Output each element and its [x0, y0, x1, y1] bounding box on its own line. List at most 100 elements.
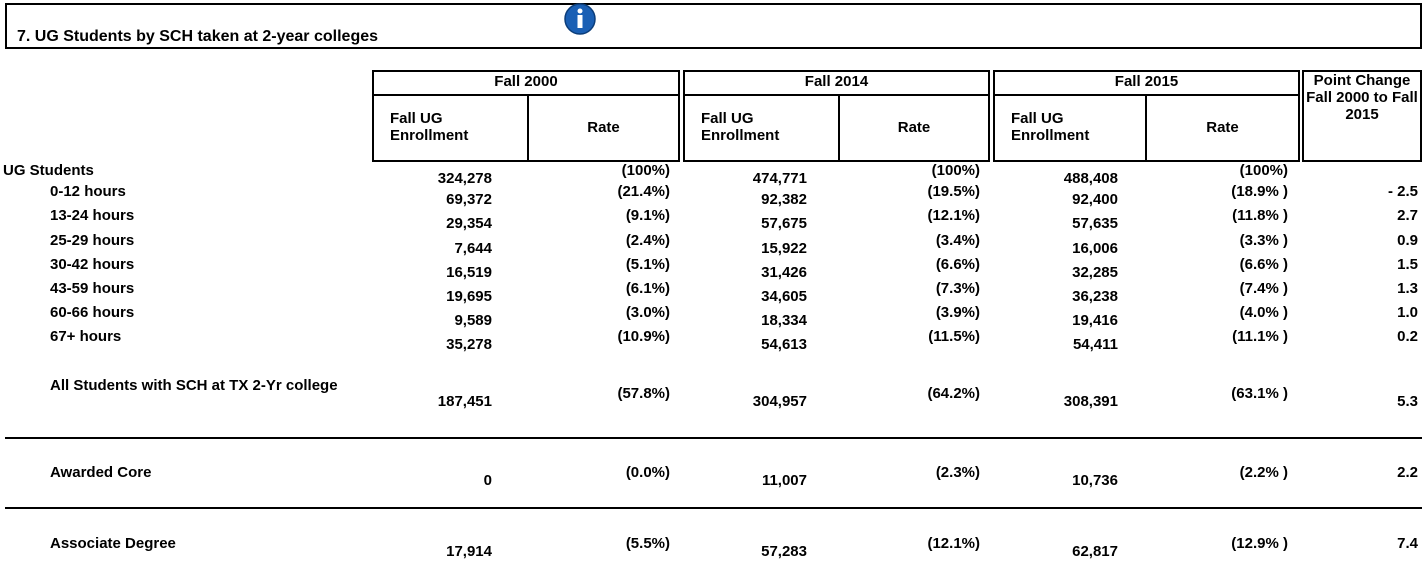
cell-value: 19,695 — [446, 288, 492, 305]
cell-value: (100%) — [1239, 162, 1288, 179]
cell-value: (11.5%) — [928, 328, 980, 345]
cell-value: (3.3% ) — [1239, 232, 1288, 249]
cell-value: (4.0% ) — [1239, 304, 1288, 321]
cell-value: (6.6% ) — [1239, 256, 1288, 273]
cell-value: (9.1%) — [625, 207, 670, 224]
cell-value: 29,354 — [446, 215, 492, 232]
sub-divider — [527, 94, 529, 162]
group-header: Fall 2015 — [1114, 73, 1179, 90]
row-label: Awarded Core — [50, 464, 152, 481]
subheader: Rate — [897, 119, 931, 136]
cell-value: 2.7 — [1397, 207, 1418, 224]
cell-value: 92,382 — [761, 191, 807, 208]
cell-value: 34,605 — [761, 288, 807, 305]
change-box — [1302, 70, 1422, 162]
cell-value: 474,771 — [752, 170, 807, 187]
cell-value: 1.3 — [1397, 280, 1418, 297]
cell-value: (5.5%) — [625, 535, 670, 552]
cell-value: (19.5%) — [927, 183, 980, 200]
cell-value: 18,334 — [761, 312, 807, 329]
cell-value: (6.6%) — [935, 256, 980, 273]
row-label: All Students with SCH at TX 2-Yr college — [50, 377, 338, 394]
cell-value: 488,408 — [1063, 170, 1118, 187]
cell-value: (5.1%) — [625, 256, 670, 273]
cell-value: 54,411 — [1072, 336, 1118, 353]
cell-value: 7,644 — [454, 240, 492, 257]
cell-value: 16,519 — [446, 264, 492, 281]
cell-value: 15,922 — [761, 240, 807, 257]
subheader: Fall UG Enrollment — [701, 110, 780, 144]
group-box — [372, 70, 680, 162]
cell-value: 1.5 — [1397, 256, 1418, 273]
cell-value: (21.4%) — [617, 183, 670, 200]
cell-value: 10,736 — [1072, 472, 1118, 489]
group-box — [683, 70, 990, 162]
row-label: 0-12 hours — [50, 183, 126, 200]
cell-value: 31,426 — [761, 264, 807, 281]
cell-value: 62,817 — [1072, 543, 1118, 560]
cell-value: 7.4 — [1397, 535, 1418, 552]
cell-value: 9,589 — [454, 312, 492, 329]
sub-divider — [838, 94, 840, 162]
cell-value: 92,400 — [1072, 191, 1118, 208]
cell-value: 308,391 — [1063, 393, 1118, 410]
cell-value: (100%) — [931, 162, 980, 179]
group-divider — [372, 94, 680, 96]
cell-value: 32,285 — [1072, 264, 1118, 281]
title-box — [5, 3, 1422, 49]
cell-value: (57.8%) — [617, 385, 670, 402]
cell-value: 54,613 — [761, 336, 807, 353]
row-label: 67+ hours — [50, 328, 122, 345]
cell-value: 0.9 — [1397, 232, 1418, 249]
cell-value: (3.4%) — [935, 232, 980, 249]
row-label: 30-42 hours — [50, 256, 135, 273]
cell-value: (2.2% ) — [1239, 464, 1288, 481]
cell-value: 35,278 — [446, 336, 492, 353]
cell-value: 57,635 — [1072, 215, 1118, 232]
cell-value: 5.3 — [1397, 393, 1418, 410]
cell-value: 69,372 — [446, 191, 492, 208]
cell-value: (63.1% ) — [1231, 385, 1288, 402]
cell-value: (3.9%) — [935, 304, 980, 321]
subheader: Rate — [1206, 119, 1239, 136]
cell-value: (18.9% ) — [1231, 183, 1288, 200]
row-label: 13-24 hours — [50, 207, 135, 224]
cell-value: 17,914 — [446, 543, 492, 560]
row-label: UG Students — [3, 162, 94, 179]
cell-value: 11,007 — [761, 472, 807, 489]
sub-divider — [1145, 94, 1147, 162]
row-label: 60-66 hours — [50, 304, 135, 321]
info-icon[interactable] — [563, 2, 597, 36]
cell-value: 324,278 — [437, 170, 492, 187]
cell-value: 36,238 — [1072, 288, 1118, 305]
cell-value: 57,283 — [761, 543, 807, 560]
title: 7. UG Students by SCH taken at 2-year co… — [17, 28, 379, 45]
subheader: Rate — [587, 119, 620, 136]
cell-value: (12.1%) — [927, 535, 980, 552]
cell-value: (0.0%) — [625, 464, 670, 481]
cell-value: (2.4%) — [625, 232, 670, 249]
cell-value: 57,675 — [761, 215, 807, 232]
cell-value: (11.8% ) — [1232, 207, 1288, 224]
cell-value: (12.9% ) — [1231, 535, 1288, 552]
change-header: Point Change Fall 2000 to Fall 2015 — [1306, 72, 1418, 123]
cell-value: 187,451 — [437, 393, 492, 410]
cell-value: 304,957 — [752, 393, 807, 410]
separator — [5, 507, 1422, 509]
cell-value: 19,416 — [1072, 312, 1118, 329]
cell-value: 0.2 — [1397, 328, 1418, 345]
cell-value: (64.2%) — [927, 385, 980, 402]
cell-value: (12.1%) — [927, 207, 980, 224]
group-divider — [683, 94, 990, 96]
subheader: Fall UG Enrollment — [1011, 110, 1090, 144]
cell-value: 16,006 — [1072, 240, 1118, 257]
row-label: 43-59 hours — [50, 280, 135, 297]
cell-value: - 2.5 — [1387, 183, 1418, 200]
subheader: Fall UG Enrollment — [390, 110, 469, 144]
cell-value: (10.9%) — [617, 328, 670, 345]
cell-value: 0 — [483, 472, 492, 489]
group-header: Fall 2014 — [804, 73, 869, 90]
cell-value: (7.4% ) — [1239, 280, 1288, 297]
cell-value: 1.0 — [1397, 304, 1418, 321]
